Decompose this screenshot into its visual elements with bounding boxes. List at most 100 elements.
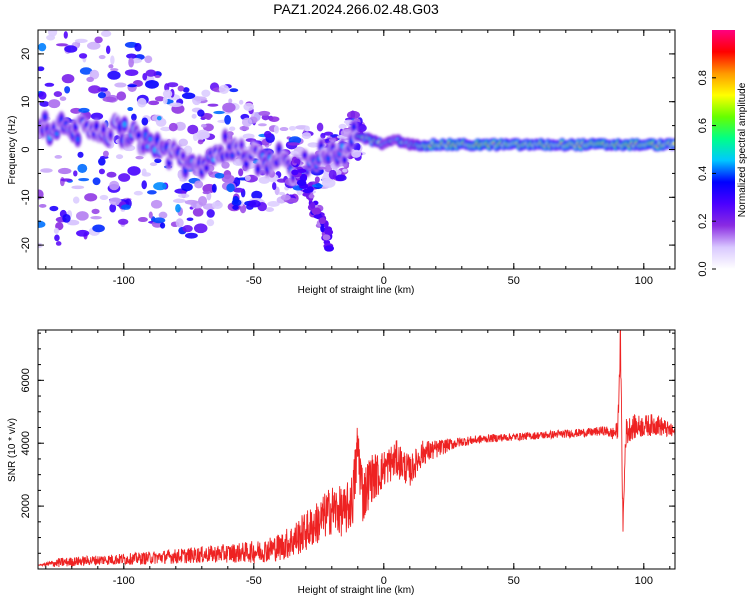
spectrogram-noise-blob — [74, 38, 88, 43]
spectrogram-noise-blob — [160, 126, 172, 132]
spectrogram-noise-blob — [109, 180, 120, 191]
spectrogram-noise-blob — [182, 225, 193, 233]
spectrogram-branch-blob — [310, 201, 316, 209]
spectrogram-noise-blob — [328, 169, 337, 180]
spectrogram-noise-blob — [278, 191, 285, 196]
spectrogram-noise-blob — [175, 218, 184, 228]
spectrogram-noise-blob — [335, 174, 347, 182]
spectrogram-noise-blob — [268, 116, 280, 122]
spectrogram-noise-blob — [77, 151, 84, 158]
spectrogram-noise-blob — [182, 87, 190, 93]
snr-x-tick-label: -100 — [113, 575, 135, 587]
spectrogram-noise-blob — [276, 178, 287, 183]
spectrogram-noise-blob — [49, 205, 59, 212]
spectrogram-noise-blob — [265, 207, 275, 212]
spectrogram-noise-blob — [110, 55, 115, 65]
spectrogram-noise-blob — [147, 190, 157, 195]
spectrogram-noise-blob — [175, 203, 181, 213]
snr-x-tick-label: 0 — [381, 575, 387, 587]
spectrogram-noise-blob — [110, 68, 119, 72]
snr-x-tick-label: 50 — [508, 575, 520, 587]
snr-axes: -100 -50 0 50 100 2000 4000 6000 — [20, 330, 675, 587]
spectrogram-noise-blob — [267, 200, 280, 207]
spectrogram-noise-blob — [187, 124, 199, 135]
spectrogram-branch-blob — [324, 228, 334, 236]
spectrogram-noise-blob — [97, 92, 106, 99]
spectrogram-noise-blob — [211, 201, 223, 209]
spectrogram-noise-blob — [144, 55, 153, 64]
spectrogram-noise-blob — [99, 194, 109, 200]
spectrogram-branch-blob — [324, 245, 335, 252]
spectrogram-ridge-core — [223, 133, 228, 140]
spectrogram-noise-blob — [243, 102, 255, 111]
snr-x-tick-label: -50 — [246, 575, 262, 587]
spectrogram-noise-blob — [214, 172, 225, 179]
spectrogram-noise-blob — [351, 149, 362, 158]
spectrogram-ridge-core — [108, 132, 113, 139]
spectrogram-noise-blob — [213, 110, 225, 115]
spectrogram-noise-blob — [126, 53, 137, 59]
spectrogram-noise-blob — [206, 116, 211, 121]
spectrogram-ridge-core — [230, 153, 235, 158]
spectrogram-branch-blob — [322, 234, 331, 241]
spectrogram-noise-blob — [38, 66, 45, 72]
spectrogram-noise-blob — [90, 112, 104, 121]
spectrogram-ridge-core — [276, 146, 282, 152]
spectrogram-noise-blob — [46, 25, 53, 28]
spectrogram-noise-blob — [108, 64, 114, 69]
spectrogram-ridge-core — [75, 136, 80, 143]
colorbar: 0.0 0.2 0.4 0.6 0.8 Normalized spectral ampl… — [697, 30, 748, 277]
spectrogram-noise-blob — [201, 89, 211, 97]
spectrogram-noise-blob — [86, 41, 101, 50]
spectrogram-noise-blob — [127, 84, 137, 88]
spectrogram-noise-blob — [64, 86, 71, 94]
spectrogram-noise-blob — [48, 99, 61, 109]
spectrogram-noise-blob — [40, 168, 53, 173]
spectrogram-ridge-core — [73, 123, 78, 130]
spectrogram-noise-blob — [49, 19, 53, 25]
spectrogram-noise-blob — [231, 199, 242, 206]
spectrogram-noise-blob — [38, 220, 46, 228]
spectrogram-noise-blob — [186, 217, 194, 221]
spectrogram-noise-blob — [76, 211, 89, 221]
spectrogram-noise-blob — [115, 154, 124, 160]
spectrogram-noise-blob — [168, 122, 178, 132]
spectrogram-noise-blob — [117, 218, 129, 225]
spectrogram-noise-blob — [181, 92, 196, 100]
spectrogram-noise-blob — [44, 82, 55, 87]
snr-x-axis-label: Height of straight line (km) — [298, 585, 415, 596]
spectrogram-noise-blob — [207, 103, 219, 107]
spectrogram-y-tick-label: -20 — [20, 237, 32, 253]
spectrogram-noise-blob — [54, 155, 63, 159]
spectrogram-ridge-core — [204, 166, 209, 171]
spectrogram-noise-blob — [38, 91, 47, 100]
spectrogram-noise-blob — [154, 96, 165, 102]
spectrogram-noise-blob — [114, 82, 127, 88]
spectrogram-noise-blob — [279, 127, 289, 132]
spectrogram-noise-blob — [263, 130, 272, 138]
spectrogram-ridge-core — [302, 153, 307, 158]
spectrogram-noise-blob — [78, 177, 90, 182]
snr-y-tick-label: 2000 — [20, 494, 32, 518]
spectrogram-noise-blob — [158, 211, 168, 219]
spectrogram-heatmap — [38, 19, 675, 252]
spectrogram-branch-blob — [296, 179, 307, 186]
spectrogram-noise-blob — [79, 67, 93, 75]
spectrogram-ridge-core — [342, 157, 347, 163]
spectrogram-noise-blob — [304, 125, 310, 132]
spectrogram-noise-blob — [109, 203, 117, 213]
spectrogram-ridge-core — [101, 126, 106, 133]
spectrogram-noise-blob — [53, 227, 60, 234]
spectrogram-noise-blob — [39, 100, 50, 107]
spectrogram-y-axis-label: Frequency (Hz) — [7, 116, 18, 185]
spectrogram-noise-blob — [92, 177, 101, 186]
spectrogram-noise-blob — [181, 182, 193, 192]
spectrogram-noise-blob — [61, 74, 75, 84]
spectrogram-noise-blob — [154, 158, 162, 164]
spectrogram-ridge-core — [166, 160, 172, 166]
spectrogram-noise-blob — [353, 142, 361, 152]
colorbar-label: Normalized spectral amplitude — [737, 82, 748, 217]
spectrogram-x-tick-label: 0 — [381, 275, 387, 287]
spectrogram-branch-blob — [311, 207, 322, 215]
